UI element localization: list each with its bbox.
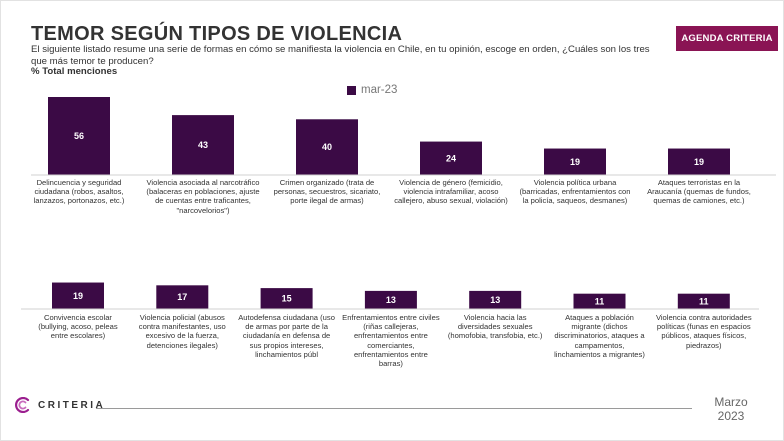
bar-value-label: 19: [73, 291, 83, 301]
criteria-logo-icon: [15, 397, 30, 413]
bar-value-label: 11: [595, 296, 605, 306]
category-label: Violencia de género (femicidio, violenci…: [394, 178, 508, 206]
bar: [296, 119, 358, 175]
bar: [172, 115, 234, 175]
question-text: El siguiente listado resume una serie de…: [31, 44, 650, 67]
report-month: Marzo: [714, 395, 748, 409]
bar: [469, 290, 522, 309]
footer-divider: [96, 408, 692, 409]
bar-value-label: 15: [282, 294, 292, 304]
bar: [156, 285, 209, 309]
agenda-badge: AGENDA CRITERIA: [676, 26, 778, 51]
measure-label: % Total menciones: [31, 66, 118, 77]
category-label: Ataques terroristas en la Araucanía (que…: [647, 178, 751, 206]
bar: [420, 141, 482, 175]
bar: [260, 288, 313, 309]
bar: [52, 282, 104, 309]
bar: [573, 293, 626, 309]
category-label: Violencia asociada al narcotráfico (bala…: [146, 178, 260, 215]
criteria-logo: CRITERIA: [13, 397, 105, 413]
bar-value-label: 40: [322, 142, 332, 152]
category-label: Violencia política urbana (barricadas, e…: [519, 178, 631, 206]
bar: [677, 293, 730, 309]
bar-value-label: 17: [177, 292, 187, 302]
bar: [544, 148, 606, 175]
chart-legend: mar-23: [347, 84, 397, 96]
report-date: Marzo 2023: [700, 395, 762, 423]
category-label: Convivencia escolar (bullying, acoso, pe…: [38, 313, 118, 341]
legend-swatch: [347, 85, 356, 95]
category-label: Ataques a población migrante (dichos dis…: [554, 313, 645, 359]
page-title: TEMOR SEGÚN TIPOS DE VIOLENCIA: [31, 23, 403, 45]
bar-value-label: 11: [699, 296, 709, 306]
bar-value-label: 19: [694, 157, 704, 167]
brand-name: CRITERIA: [38, 399, 106, 411]
bar-value-label: 13: [386, 295, 396, 305]
bar-value-label: 19: [570, 157, 580, 167]
category-label: Autodefensa ciudadana (uso de armas por …: [238, 313, 335, 359]
category-label: Crimen organizado (trata de personas, se…: [273, 178, 381, 206]
bar: [668, 148, 730, 175]
report-year: 2023: [717, 409, 745, 423]
legend-label: mar-23: [361, 84, 398, 96]
category-label: Delincuencia y seguridad ciudadana (robo…: [33, 178, 125, 206]
bar-value-label: 24: [446, 153, 456, 163]
category-label: Violencia contra autoridades políticas (…: [655, 313, 752, 350]
category-label: Enfrentamientos entre civiles (riñas cal…: [342, 313, 440, 369]
bar-value-label: 13: [490, 295, 500, 305]
bar: [48, 97, 110, 175]
category-label: Violencia hacia las diversidades sexuale…: [447, 313, 543, 341]
bar-value-label: 56: [74, 131, 84, 141]
bar-value-label: 43: [198, 140, 208, 150]
bar: [364, 290, 417, 309]
category-label: Violencia policial (abusos contra manife…: [138, 313, 226, 350]
